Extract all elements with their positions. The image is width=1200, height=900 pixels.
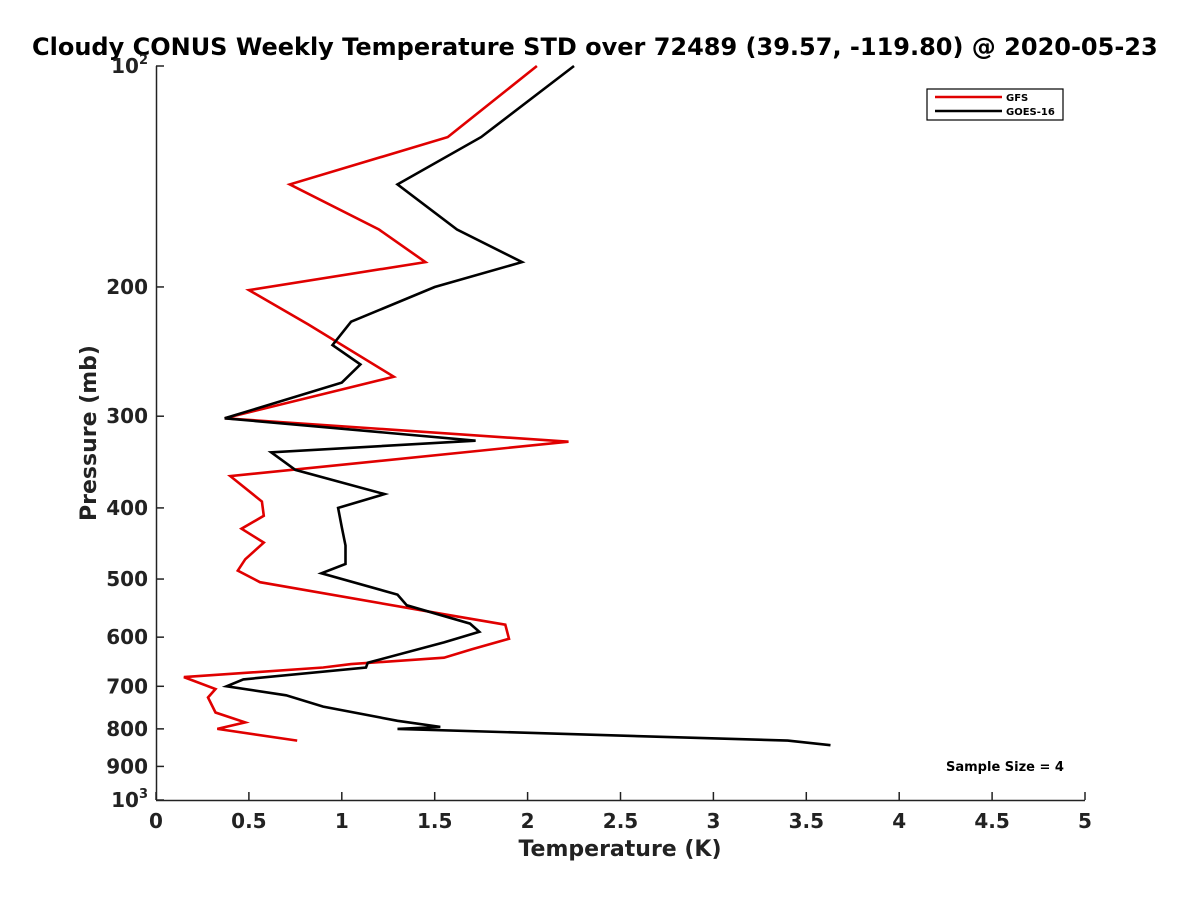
- y-tick-label: 900: [106, 754, 148, 778]
- y-tick-label: 300: [106, 404, 148, 428]
- x-tick-label: 3: [706, 809, 720, 833]
- y-tick-label: 700: [106, 674, 148, 698]
- x-tick-label: 0: [149, 809, 163, 833]
- x-tick-label: 3.5: [789, 809, 824, 833]
- legend-box: [926, 88, 1064, 121]
- y-axis-label: Pressure (mb): [77, 345, 102, 521]
- x-tick-label: 1: [335, 809, 349, 833]
- legend: GFS GOES-16: [926, 88, 1064, 121]
- legend-label-gfs: GFS: [1006, 93, 1028, 104]
- x-tick-label: 4: [892, 809, 906, 833]
- chart-title: Cloudy CONUS Weekly Temperature STD over…: [32, 33, 1158, 61]
- x-tick-label: 4.5: [974, 809, 1009, 833]
- x-tick-label: 2.5: [603, 809, 638, 833]
- ticks-layer: 0 0.5 1 1.5 2 2.5 3 3.5 4 4.5 5 102 200 300 400 500 600 7…: [106, 53, 1092, 833]
- legend-label-goes16: GOES-16: [1006, 107, 1055, 118]
- series-line-gfs: [183, 64, 569, 742]
- x-tick-label: 2: [521, 809, 535, 833]
- x-axis-label: Temperature (K): [518, 837, 721, 862]
- y-tick-label: 103: [111, 787, 148, 812]
- y-tick-label: 102: [111, 53, 148, 78]
- x-tick-label: 0.5: [231, 809, 266, 833]
- series-line-goes16: [221, 64, 831, 747]
- y-tick-label: 200: [106, 275, 148, 299]
- x-tick-label: 1.5: [417, 809, 452, 833]
- x-tick-label: 5: [1078, 809, 1092, 833]
- y-tick-label: 800: [106, 717, 148, 741]
- y-tick-label: 600: [106, 625, 148, 649]
- y-tick-label: 500: [106, 567, 148, 591]
- y-tick-label: 400: [106, 496, 148, 520]
- y-axis-label-group: Pressure (mb): [77, 345, 102, 521]
- sample-size-annotation: Sample Size = 4: [946, 760, 1064, 775]
- series-layer: [183, 64, 831, 747]
